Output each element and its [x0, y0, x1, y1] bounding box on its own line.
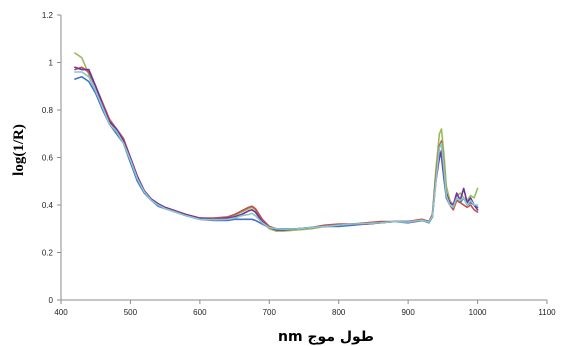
- x-tick-label: 1100: [538, 308, 556, 317]
- x-tick-group: 400 500 600 700 800 900 1000 1100: [54, 300, 556, 317]
- y-tick-label: 1: [49, 59, 54, 68]
- x-tick-label: 700: [263, 308, 277, 317]
- y-tick-label: 0.4: [42, 201, 54, 210]
- y-tick-label: 0.2: [42, 249, 54, 258]
- series-line-3: [74, 66, 479, 231]
- series-line-2: [74, 76, 479, 230]
- y-tick-label: 0.8: [42, 106, 54, 115]
- y-tick-label: 0: [49, 296, 54, 305]
- y-tick-group: 0 0.2 0.4 0.6 0.8 1 1.2: [42, 11, 61, 305]
- x-axis-title: طول موج nm: [278, 329, 374, 345]
- series-line-5: [74, 71, 479, 230]
- series-line-4: [74, 66, 479, 231]
- y-axis-title: log(1/R): [11, 124, 27, 176]
- x-tick-label: 1000: [469, 308, 487, 317]
- x-tick-label: 900: [401, 308, 415, 317]
- y-tick-label: 1.2: [42, 11, 54, 20]
- x-tick-label: 800: [332, 308, 346, 317]
- series-line-1: [74, 52, 479, 232]
- x-tick-label: 500: [124, 308, 138, 317]
- x-tick-label: 600: [193, 308, 207, 317]
- series-layer: [74, 52, 479, 232]
- y-tick-label: 0.6: [42, 154, 54, 163]
- x-tick-label: 400: [54, 308, 68, 317]
